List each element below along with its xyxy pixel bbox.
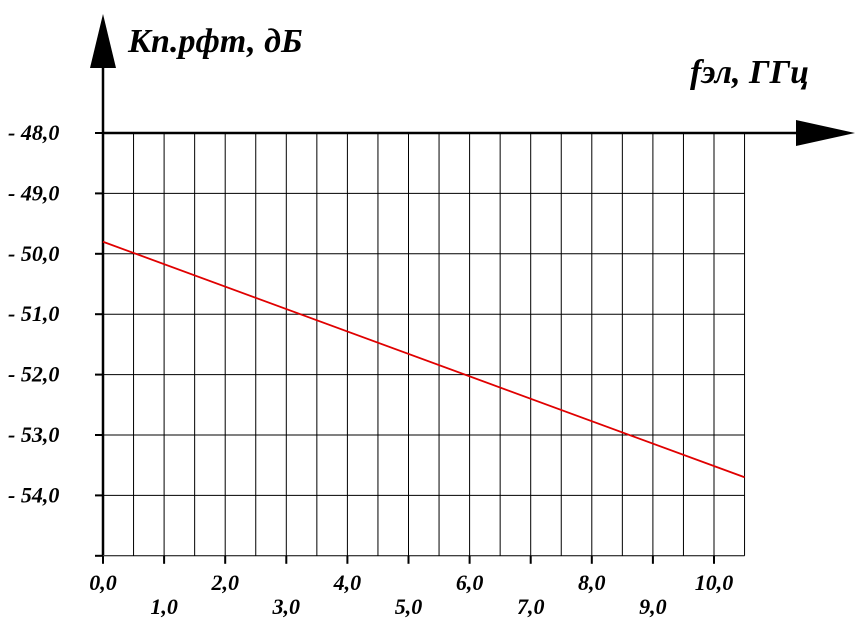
x-tick-label: 4,0 xyxy=(333,570,362,595)
y-tick-label: - 49,0 xyxy=(8,180,59,205)
y-tick-label: - 48,0 xyxy=(8,120,59,145)
axes xyxy=(90,14,855,555)
series-group xyxy=(102,240,745,479)
grid xyxy=(95,132,746,564)
x-tick-label: 1,0 xyxy=(150,594,178,619)
x-tick-labels: 0,0 1,0 2,0 3,0 4,0 5,0 6,0 7,0 8,0 9,0 10,0 xyxy=(89,570,733,619)
x-tick-label: 2,0 xyxy=(210,570,239,595)
y-tick-labels: - 48,0 - 49,0 - 50,0 - 51,0 - 52,0 - 53,0 - 54… xyxy=(8,120,59,507)
x-tick-label: 7,0 xyxy=(517,594,545,619)
x-axis-arrow xyxy=(796,120,855,146)
y-tick-label: - 54,0 xyxy=(8,482,59,507)
x-tick-label: 9,0 xyxy=(639,594,667,619)
x-tick-label: 5,0 xyxy=(395,594,423,619)
y-tick-label: - 50,0 xyxy=(8,241,59,266)
x-tick-label: 10,0 xyxy=(695,570,734,595)
y-axis-title: Кп.рфт, дБ xyxy=(127,23,303,60)
x-tick-label: 0,0 xyxy=(89,570,117,595)
x-tick-label: 6,0 xyxy=(456,570,484,595)
x-axis-title: fэл, ГГц xyxy=(690,54,809,91)
x-tick-label: 3,0 xyxy=(272,594,301,619)
y-tick-label: - 52,0 xyxy=(8,362,59,387)
x-tick-label: 8,0 xyxy=(578,570,606,595)
series-line xyxy=(102,240,745,479)
y-tick-label: - 51,0 xyxy=(8,301,59,326)
y-tick-label: - 53,0 xyxy=(8,422,59,447)
y-axis-arrow xyxy=(90,14,116,68)
